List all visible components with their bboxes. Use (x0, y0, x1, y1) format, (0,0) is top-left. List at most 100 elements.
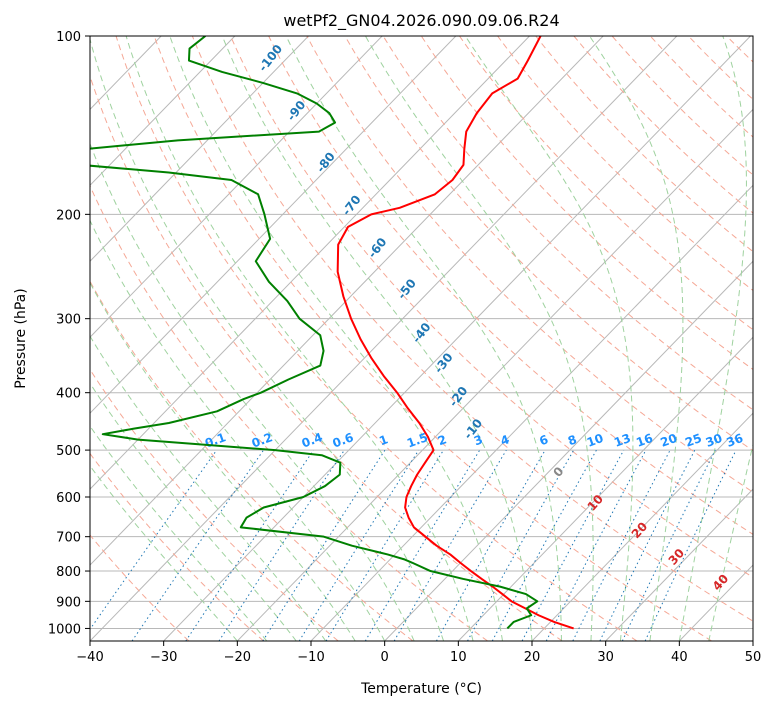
dry-adiabat-label: -20 (446, 384, 470, 410)
y-tick-label: 500 (56, 444, 81, 459)
moist-adiabat-line (464, 36, 634, 641)
moist-adiabat-label: 30 (666, 546, 688, 568)
moist-adiabats (90, 36, 753, 641)
moist-adiabat-line (90, 219, 386, 641)
mixing-ratio-label: 25 (683, 431, 703, 450)
isotherm-line (90, 36, 383, 338)
dry-adiabat-line (191, 36, 753, 622)
dry-adiabat-label: -30 (431, 350, 455, 376)
y-tick-label: 400 (56, 387, 81, 402)
mixing-ratio-line (90, 449, 218, 631)
mixing-ratio-label: 2 (436, 432, 449, 448)
dry-adiabat-line (90, 280, 414, 641)
x-tick-label: −40 (76, 650, 103, 665)
x-tick-label: 0 (381, 650, 389, 665)
dry-adiabat-line (496, 36, 753, 292)
y-tick-label: 800 (56, 565, 81, 580)
moist-adiabat-line (125, 36, 474, 641)
isotherm-line (0, 36, 14, 641)
dry-adiabat-line (725, 36, 753, 63)
x-tick-label: 30 (597, 650, 614, 665)
x-tick-label: −30 (150, 650, 177, 665)
y-tick-label: 1000 (48, 622, 81, 637)
dry-adiabat-line (420, 36, 753, 371)
dry-adiabat-line (382, 36, 753, 411)
dry-adiabat-line (751, 23, 775, 641)
y-tick-label: 900 (56, 595, 81, 610)
dry-adiabat-line (611, 36, 753, 176)
moist-adiabat-line (285, 36, 562, 641)
mixing-ratio-line (364, 449, 481, 641)
isotherm-line (90, 36, 530, 490)
x-tick-label: 20 (524, 650, 541, 665)
mixing-ratio-label: 8 (566, 432, 579, 448)
dry-adiabat-line (344, 36, 753, 452)
temperature-profile-line (336, 36, 574, 630)
mixing-ratio-label: 16 (634, 431, 654, 450)
mixing-ratio-label: 36 (724, 431, 744, 450)
mixing-ratio-label: 20 (659, 431, 679, 450)
isotherm-line (90, 36, 457, 414)
moist-adiabat-line (708, 442, 753, 641)
isotherm-line (90, 36, 309, 262)
mixing-ratio-line (218, 449, 345, 641)
mixing-ratio-label: 0.1 (203, 430, 228, 450)
moist-adiabat-line (90, 382, 297, 641)
isotherm-line (90, 36, 604, 566)
isotherm-line (310, 184, 753, 641)
mixing-ratio-lines (90, 449, 737, 641)
moist-adiabat-line (589, 36, 684, 641)
mixing-ratio-line (644, 449, 737, 641)
isotherm-line (90, 36, 678, 641)
x-tick-label: −20 (224, 650, 251, 665)
moist-adiabat-label: 10 (585, 492, 607, 514)
mixing-ratio-line (572, 449, 671, 641)
mixing-ratio-label: 30 (704, 431, 724, 450)
chart-title: wetPf2_GN04.2026.090.09.06.R24 (283, 11, 559, 31)
isotherm-line (384, 260, 753, 641)
mixing-ratio-line (185, 449, 314, 641)
dry-adiabat-line (90, 452, 264, 641)
dry-adiabat-line (90, 184, 488, 641)
mixing-ratio-label: 1.5 (405, 430, 430, 450)
isotherm-line (457, 336, 753, 641)
x-axis-label: Temperature (°C) (360, 681, 482, 697)
isotherm-line (752, 640, 753, 641)
y-axis-label: Pressure (hPa) (13, 288, 29, 388)
dry-adiabat-label: -40 (409, 320, 433, 346)
dewpoint-profile-line (90, 36, 539, 630)
mixing-ratio-line (262, 449, 386, 641)
plot-area: 0.1 0.2 0.4 0.6 1 1.5 2 3 4 6 8 10 13 16 20 25 30 36-100-… (0, 23, 775, 641)
mixing-ratio-line (393, 449, 507, 641)
moist-adiabat-line (90, 335, 327, 641)
y-tick-label: 700 (56, 531, 81, 546)
mixing-ratio-label: 1 (377, 432, 390, 448)
y-axis: 100 200 300 400 500 600 700 800 900 1000 (48, 30, 90, 637)
dry-adiabat-line (573, 36, 753, 214)
dry-adiabat-label: -60 (365, 235, 389, 261)
isotherm-lines (0, 36, 753, 641)
dry-adiabat-line (687, 36, 753, 101)
y-tick-label: 100 (56, 30, 81, 45)
y-tick-label: 300 (56, 313, 81, 328)
moist-adiabat-line (90, 464, 238, 641)
dry-adiabat-line (458, 36, 753, 331)
dry-adiabats (90, 23, 775, 641)
mixing-ratio-line (298, 449, 420, 641)
moist-adiabat-line (364, 36, 594, 641)
mixing-ratio-line (491, 449, 597, 641)
mixing-ratio-label: 0.4 (300, 430, 325, 450)
x-axis: −40 −30 −20 −10 0 10 20 30 40 50 (76, 641, 761, 665)
mixing-ratio-line (131, 449, 264, 641)
dry-adiabat-label: -100 (256, 42, 286, 74)
mixing-ratio-line (325, 449, 444, 641)
moist-adiabat-line (90, 37, 445, 641)
isotherm-line (163, 36, 751, 641)
profile-series (90, 36, 574, 630)
plot-frame (89, 35, 754, 642)
isotherm-line (605, 488, 753, 641)
mixing-ratio-line (521, 449, 625, 641)
y-tick-label: 600 (56, 491, 81, 506)
moist-adiabat-line (221, 36, 533, 641)
moist-adiabat-line (169, 36, 504, 641)
